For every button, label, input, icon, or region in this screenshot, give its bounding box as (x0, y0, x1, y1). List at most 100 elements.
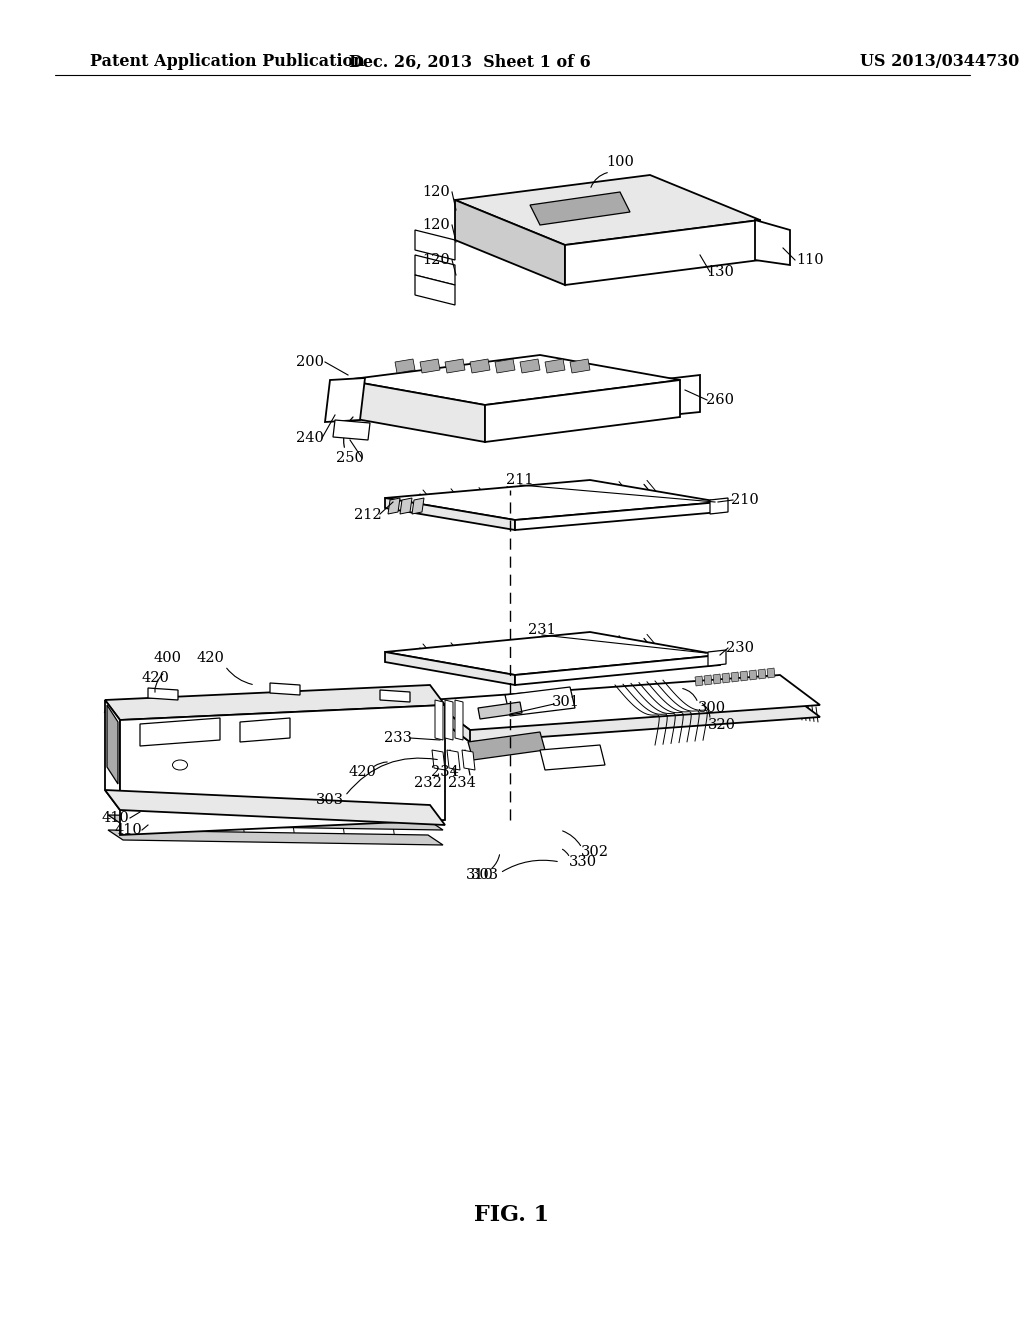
Text: FIG. 1: FIG. 1 (474, 1204, 550, 1226)
Polygon shape (505, 686, 575, 715)
Text: 200: 200 (296, 355, 324, 370)
Polygon shape (415, 275, 455, 305)
Polygon shape (710, 498, 728, 513)
Polygon shape (105, 688, 430, 711)
Polygon shape (432, 750, 445, 770)
Polygon shape (640, 375, 700, 418)
Polygon shape (540, 744, 605, 770)
Text: 420: 420 (348, 766, 376, 779)
Polygon shape (345, 355, 680, 405)
Polygon shape (530, 191, 630, 224)
Text: 302: 302 (581, 845, 609, 859)
Text: 240: 240 (296, 432, 324, 445)
Polygon shape (140, 718, 220, 746)
Polygon shape (648, 220, 755, 261)
Text: 301: 301 (552, 696, 580, 709)
Text: 250: 250 (336, 451, 364, 465)
Polygon shape (515, 502, 720, 531)
Text: 234: 234 (449, 776, 476, 789)
Polygon shape (105, 685, 445, 719)
Polygon shape (388, 498, 400, 513)
Text: 230: 230 (726, 642, 754, 655)
Polygon shape (415, 255, 455, 285)
Polygon shape (385, 498, 515, 531)
Polygon shape (755, 220, 790, 265)
Polygon shape (108, 830, 443, 845)
Polygon shape (430, 700, 470, 742)
Polygon shape (570, 359, 590, 374)
Polygon shape (412, 498, 424, 513)
Polygon shape (695, 676, 703, 686)
Polygon shape (325, 378, 365, 422)
Text: 310: 310 (466, 869, 494, 882)
Text: 211: 211 (506, 473, 534, 487)
Polygon shape (106, 705, 118, 784)
Polygon shape (435, 700, 443, 741)
Polygon shape (705, 675, 712, 685)
Text: 120: 120 (422, 253, 450, 267)
Polygon shape (455, 700, 463, 741)
Polygon shape (447, 750, 460, 770)
Text: 400: 400 (154, 651, 182, 665)
Polygon shape (105, 700, 120, 810)
Polygon shape (545, 359, 565, 374)
Polygon shape (395, 359, 415, 374)
Text: 100: 100 (606, 154, 634, 169)
Polygon shape (270, 682, 300, 696)
Text: 410: 410 (114, 822, 142, 837)
Text: 210: 210 (731, 492, 759, 507)
Polygon shape (758, 669, 766, 678)
Text: 120: 120 (422, 218, 450, 232)
Polygon shape (722, 673, 730, 682)
Polygon shape (767, 668, 775, 678)
Polygon shape (385, 632, 720, 675)
Text: 130: 130 (707, 265, 734, 279)
Text: 232: 232 (414, 776, 442, 789)
Text: 303: 303 (316, 793, 344, 807)
Polygon shape (108, 814, 443, 830)
Polygon shape (385, 652, 515, 685)
Polygon shape (495, 359, 515, 374)
Polygon shape (520, 359, 540, 374)
Text: 420: 420 (141, 671, 169, 685)
Polygon shape (708, 649, 726, 667)
Polygon shape (430, 675, 820, 730)
Polygon shape (445, 359, 465, 374)
Text: 120: 120 (422, 185, 450, 199)
Text: US 2013/0344730 A1: US 2013/0344730 A1 (860, 54, 1024, 70)
Polygon shape (105, 789, 445, 825)
Polygon shape (468, 733, 545, 760)
Text: 260: 260 (706, 393, 734, 407)
Polygon shape (478, 702, 522, 719)
Polygon shape (485, 380, 680, 442)
Polygon shape (713, 675, 721, 684)
Polygon shape (120, 705, 445, 836)
Polygon shape (455, 201, 565, 285)
Polygon shape (333, 420, 370, 440)
Polygon shape (148, 688, 178, 700)
Text: 420: 420 (196, 651, 224, 665)
Polygon shape (380, 690, 410, 702)
Text: 330: 330 (569, 855, 597, 869)
Text: 303: 303 (471, 869, 499, 882)
Text: 410: 410 (101, 810, 129, 825)
Polygon shape (430, 686, 820, 742)
Text: 234: 234 (431, 766, 459, 779)
Text: Dec. 26, 2013  Sheet 1 of 6: Dec. 26, 2013 Sheet 1 of 6 (349, 54, 591, 70)
Polygon shape (740, 671, 748, 681)
Polygon shape (462, 750, 475, 770)
Polygon shape (445, 700, 453, 741)
Polygon shape (420, 359, 440, 374)
Text: 110: 110 (797, 253, 824, 267)
Polygon shape (455, 176, 760, 246)
Polygon shape (749, 671, 757, 680)
Polygon shape (345, 380, 485, 442)
Text: 231: 231 (528, 623, 556, 638)
Polygon shape (565, 220, 760, 285)
Polygon shape (400, 498, 412, 513)
Polygon shape (415, 230, 455, 260)
Polygon shape (385, 480, 720, 520)
Text: 233: 233 (384, 731, 412, 744)
Polygon shape (470, 359, 490, 374)
Ellipse shape (172, 760, 187, 770)
